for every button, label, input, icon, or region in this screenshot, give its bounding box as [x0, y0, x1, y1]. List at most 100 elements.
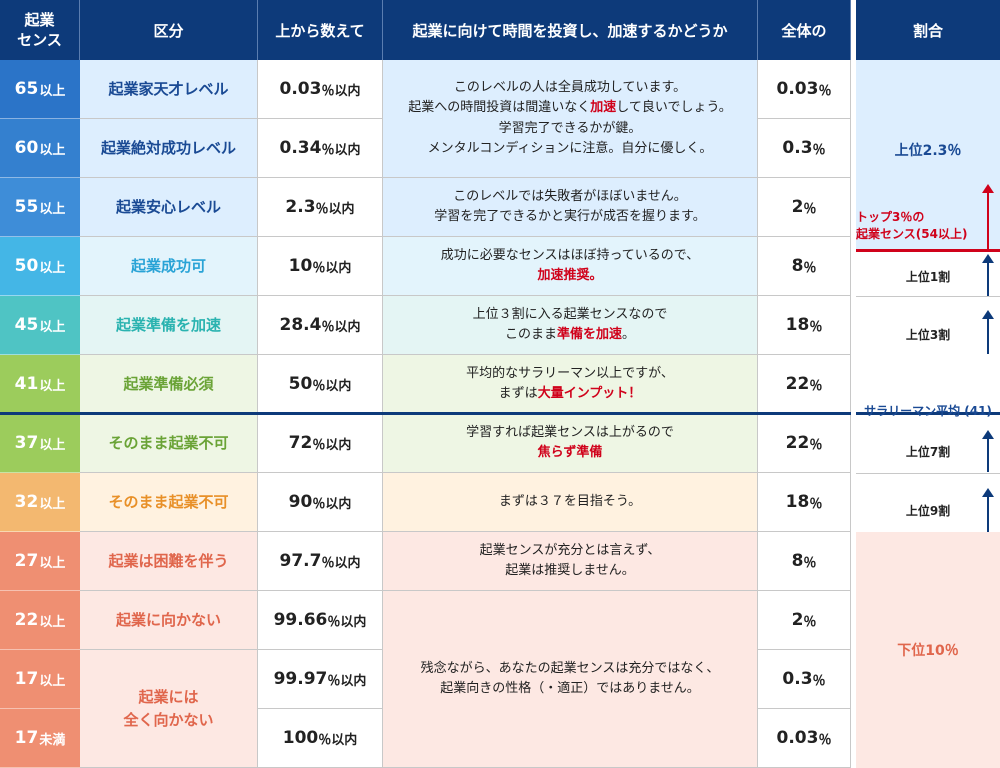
top-count-unit: ％以内: [321, 319, 361, 335]
score-suffix: 以上: [39, 260, 66, 276]
desc-text: 起業への時間投資は間違いなく: [408, 100, 591, 116]
score-suffix: 以上: [39, 319, 66, 335]
top-count-cell: 100 ％以内: [258, 709, 383, 768]
score-cell: 55 以上: [0, 178, 80, 237]
top-count-cell: 2.3 ％以内: [258, 178, 383, 237]
desc-highlight: 大量インプット！: [537, 386, 642, 401]
top-count-unit: ％以内: [321, 142, 361, 158]
overall-unit: ％: [809, 319, 823, 335]
desc-line: 学習を完了できるかと実行が成否を握ります。: [434, 209, 706, 224]
desc-line: 残念ながら、あなたの起業センスは充分ではなく、: [420, 660, 720, 676]
top-count-unit: ％以内: [318, 732, 358, 748]
overall-value: 8: [791, 551, 804, 571]
top-count-cell: 90 ％以内: [258, 473, 383, 532]
header-overall: 全体の: [758, 0, 851, 60]
top-count-cell: 50 ％以内: [258, 355, 383, 414]
category-cell: そのまま起業不可: [80, 473, 258, 532]
ratio-average-label: サラリーマン平均 (41): [864, 403, 992, 418]
description-prepare: 平均的なサラリーマン以上ですが、 まずは大量インプット！: [383, 355, 758, 414]
score-cell: 41 以上: [0, 355, 80, 414]
top-count-unit: ％以内: [312, 378, 352, 394]
top-count-value: 0.34: [279, 138, 322, 158]
header-investment: 起業に向けて時間を投資し、加速するかどうか: [383, 0, 758, 60]
top-count-cell: 97.7 ％以内: [258, 532, 383, 591]
overall-value: 8: [791, 256, 804, 276]
score-value: 17: [14, 728, 39, 748]
desc-highlight: 加速: [590, 100, 617, 116]
desc-line: 学習すれば起業センスは上がるので: [466, 424, 674, 440]
category-cell: 起業安心レベル: [80, 178, 258, 237]
overall-unit: ％: [812, 673, 826, 689]
header-ratio: 割合: [856, 0, 1000, 60]
top3-arrow: [982, 184, 994, 250]
overall-cell: 8 ％: [758, 532, 851, 591]
overall-unit: ％: [809, 496, 823, 512]
score-suffix: 以上: [39, 496, 66, 512]
score-value: 50: [14, 256, 39, 276]
overall-cell: 18 ％: [758, 473, 851, 532]
desc-line: 学習完了できるかが鍵。: [498, 120, 642, 136]
score-cell: 50 以上: [0, 237, 80, 296]
ratio-bottom10-block: 下位10％: [856, 532, 1000, 768]
category-cell: 起業絶対成功レベル: [80, 119, 258, 178]
score-value: 17: [14, 669, 39, 689]
category-cell: 起業は困難を伴う: [80, 532, 258, 591]
top-count-unit: ％以内: [315, 201, 355, 217]
top-count-value: 99.66: [273, 610, 328, 630]
desc-line: 起業は推奨しません。: [505, 563, 635, 578]
description-genius: このレベルの人は全員成功しています。 起業への時間投資は間違いなく加速して良いで…: [383, 60, 758, 178]
score-cell: 32 以上: [0, 473, 80, 532]
top-count-unit: ％以内: [327, 614, 367, 630]
overall-cell: 0.3 ％: [758, 650, 851, 709]
top-count-cell: 10 ％以内: [258, 237, 383, 296]
top70-arrow: [982, 430, 994, 472]
ratio-top90-label: 上位9割: [905, 503, 951, 518]
desc-line: 起業センスが充分とは言えず、: [479, 542, 661, 558]
overall-cell: 22 ％: [758, 355, 851, 414]
overall-value: 22: [785, 433, 810, 453]
top30-arrow: [982, 310, 994, 354]
score-value: 55: [14, 197, 39, 217]
overall-unit: ％: [818, 732, 832, 748]
ratio-top70-label: 上位7割: [905, 444, 951, 459]
ratio-top30-label: 上位3割: [905, 327, 951, 342]
top-count-unit: ％以内: [312, 437, 352, 453]
score-value: 65: [14, 79, 39, 99]
desc-line: 上位３割に入る起業センスなので: [472, 306, 668, 322]
ratio-divider: [856, 296, 1000, 297]
category-cell: 起業準備必須: [80, 355, 258, 414]
top-count-unit: ％以内: [321, 83, 361, 99]
score-value: 45: [14, 315, 39, 335]
overall-cell: 2 ％: [758, 591, 851, 650]
desc-text: このまま: [504, 327, 557, 342]
overall-unit: ％: [803, 201, 817, 217]
overall-cell: 0.03 ％: [758, 709, 851, 768]
score-suffix: 以上: [39, 555, 66, 571]
overall-unit: ％: [803, 260, 817, 276]
top-count-unit: ％以内: [327, 673, 367, 689]
desc-highlight: 焦らず準備: [537, 445, 603, 460]
overall-cell: 2 ％: [758, 178, 851, 237]
desc-text: 。: [622, 327, 636, 342]
desc-text: まずは: [498, 386, 538, 401]
score-suffix: 以上: [39, 673, 66, 689]
desc-line: このまま準備を加速。: [505, 325, 635, 345]
score-value: 41: [14, 374, 39, 394]
desc-line: 起業向きの性格（・適正）ではありません。: [440, 681, 700, 696]
score-value: 37: [14, 433, 39, 453]
score-suffix: 以上: [39, 201, 66, 217]
desc-line: 平均的なサラリーマン以上ですが、: [466, 365, 674, 381]
ratio-column-border: [851, 0, 856, 768]
top3-line2: 起業センス(54以上): [856, 227, 968, 241]
desc-text: して良いでしょう。: [616, 100, 732, 116]
overall-cell: 0.3 ％: [758, 119, 851, 178]
overall-unit: ％: [812, 142, 826, 158]
top-count-value: 99.97: [273, 669, 328, 689]
top-count-cell: 99.66 ％以内: [258, 591, 383, 650]
score-value: 60: [14, 138, 39, 158]
desc-line: このレベルでは失敗者がほぼいません。: [453, 188, 687, 204]
score-suffix: 以上: [39, 437, 66, 453]
top10-arrow: [982, 254, 994, 296]
top-count-cell: 28.4 ％以内: [258, 296, 383, 355]
top-count-value: 0.03: [279, 79, 322, 99]
